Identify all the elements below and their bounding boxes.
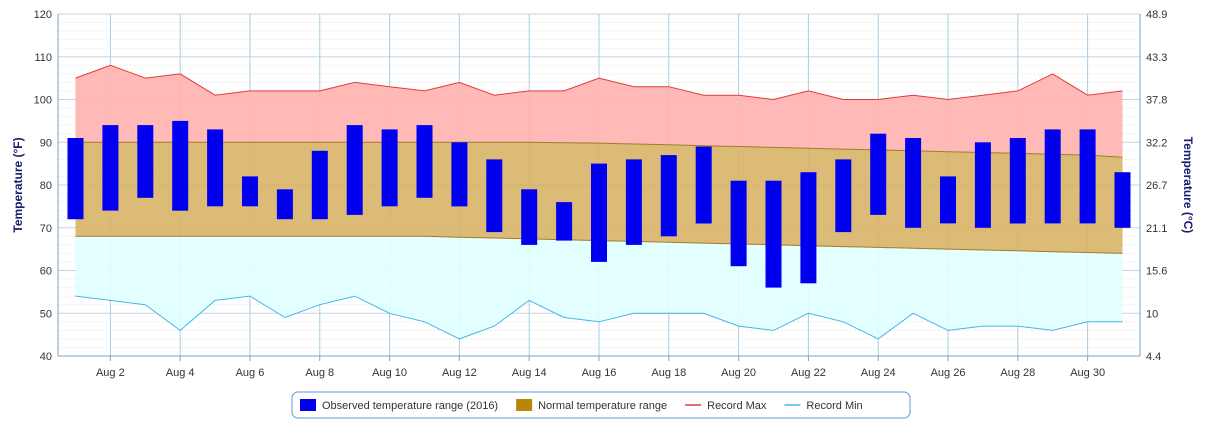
left-axis-ticks: 40 50 60 70 80 90 100 110 120 — [34, 9, 52, 363]
legend-label: Record Min — [806, 400, 862, 412]
legend-swatch — [516, 399, 533, 411]
y2-axis-title: Temperature (°C) — [1181, 137, 1195, 234]
observed-bar — [346, 125, 363, 215]
x-tick-label: Aug 22 — [791, 367, 826, 379]
observed-bar — [870, 133, 887, 215]
x-tick-label: Aug 16 — [582, 367, 617, 379]
record-min-area — [75, 236, 1123, 339]
observed-bar — [521, 189, 538, 245]
observed-bar — [800, 172, 817, 284]
observed-bar — [1009, 138, 1026, 224]
x-tick-label: Aug 8 — [305, 367, 334, 379]
record-min-line — [75, 295, 1123, 340]
x-tick-label: Aug 14 — [512, 367, 547, 379]
observed-bar — [381, 129, 398, 207]
x-tick-label: Aug 30 — [1070, 367, 1105, 379]
y2-tick-label: 10 — [1146, 308, 1158, 320]
legend: Observed temperature range (2016) Normal … — [291, 391, 911, 419]
x-tick-label: Aug 26 — [931, 367, 966, 379]
y-tick-label: 40 — [40, 351, 52, 363]
observed-bar — [625, 159, 642, 245]
observed-bar — [242, 176, 258, 207]
observed-bar — [451, 142, 468, 207]
observed-bar — [974, 142, 991, 228]
y-tick-label: 100 — [34, 95, 52, 107]
record-max-line — [75, 64, 1123, 101]
x-tick-label: Aug 20 — [721, 367, 756, 379]
observed-bar — [311, 150, 328, 220]
observed-bar — [730, 180, 747, 267]
y2-tick-label: 37.8 — [1146, 95, 1167, 107]
observed-bar — [835, 159, 852, 233]
observed-bar — [660, 155, 677, 237]
observed-bar — [137, 125, 154, 198]
y-tick-label: 50 — [40, 308, 52, 320]
y-tick-label: 70 — [40, 223, 52, 235]
normal-range-band — [75, 65, 1123, 339]
y-tick-label: 110 — [34, 52, 52, 64]
y2-tick-label: 21.1 — [1146, 223, 1167, 235]
legend-swatch — [300, 399, 316, 411]
normal-high-line — [75, 141, 1123, 158]
observed-bar — [765, 180, 782, 288]
y-tick-label: 60 — [40, 266, 52, 278]
observed-bar — [695, 146, 712, 224]
observed-bar — [1044, 129, 1061, 224]
x-tick-label: Aug 6 — [236, 367, 265, 379]
legend-label: Record Max — [707, 400, 767, 412]
x-tick-label: Aug 28 — [1000, 367, 1035, 379]
y-tick-label: 120 — [34, 9, 52, 21]
observed-bar — [1079, 129, 1096, 224]
x-tick-label: Aug 10 — [372, 367, 407, 379]
y2-tick-label: 26.7 — [1146, 180, 1167, 192]
observed-bar — [102, 125, 119, 211]
y2-tick-label: 43.3 — [1146, 52, 1167, 64]
record-max-area — [75, 65, 1123, 158]
legend-label: Normal temperature range — [538, 400, 667, 412]
x-tick-label: Aug 4 — [166, 367, 195, 379]
x-tick-label: Aug 2 — [96, 367, 125, 379]
observed-bar — [416, 125, 433, 198]
y-axis-title: Temperature (°F) — [11, 137, 25, 232]
y2-tick-label: 4.4 — [1146, 351, 1161, 363]
observed-bar — [940, 176, 956, 224]
y-tick-label: 80 — [40, 180, 52, 192]
record-lines — [75, 64, 1123, 340]
observed-bar — [486, 159, 503, 233]
observed-bar — [905, 138, 922, 228]
observed-bars — [67, 120, 1131, 288]
x-tick-label: Aug 18 — [651, 367, 686, 379]
legend-box — [291, 391, 911, 419]
y-tick-label: 90 — [40, 137, 52, 149]
observed-bar — [1114, 172, 1131, 228]
observed-bar — [591, 163, 607, 262]
observed-bar — [67, 138, 84, 220]
observed-bar — [207, 129, 224, 207]
y2-tick-label: 32.2 — [1146, 137, 1167, 149]
observed-bar — [276, 189, 293, 220]
y2-tick-label: 48.9 — [1146, 9, 1167, 21]
legend-label: Observed temperature range (2016) — [322, 400, 498, 412]
y2-tick-label: 15.6 — [1146, 266, 1167, 278]
x-axis-ticks: Aug 2 Aug 4 Aug 6 Aug 8 Aug 10 Aug 12 Aug 14 Au… — [96, 356, 1105, 379]
x-tick-label: Aug 12 — [442, 367, 477, 379]
right-axis-ticks: 4.4 10 15.6 21.1 26.7 32.2 37.8 43.3 48.9 — [1146, 9, 1167, 363]
observed-bar — [556, 202, 573, 241]
observed-bar — [172, 120, 189, 211]
x-tick-label: Aug 24 — [861, 367, 896, 379]
